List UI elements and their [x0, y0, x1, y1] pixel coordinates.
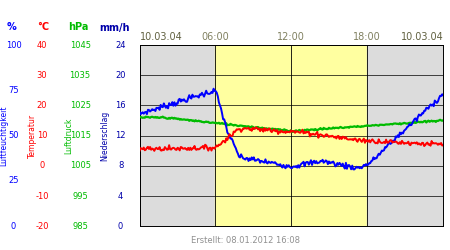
- Text: Niederschlag: Niederschlag: [100, 110, 109, 161]
- Text: 1015: 1015: [70, 131, 90, 140]
- Text: Erstellt: 08.01.2012 16:08: Erstellt: 08.01.2012 16:08: [191, 236, 300, 245]
- Text: 50: 50: [8, 131, 19, 140]
- Text: -10: -10: [35, 192, 49, 200]
- Text: 4: 4: [118, 192, 123, 200]
- Text: Luftfeuchtigkeit: Luftfeuchtigkeit: [0, 106, 8, 166]
- Text: 20: 20: [115, 71, 126, 80]
- Text: 10: 10: [36, 131, 47, 140]
- Text: °C: °C: [37, 22, 49, 32]
- Text: 24: 24: [115, 40, 126, 50]
- Text: 10.03.04: 10.03.04: [400, 32, 443, 42]
- Text: 985: 985: [72, 222, 88, 231]
- Bar: [367, 45, 443, 226]
- Text: 0: 0: [118, 222, 123, 231]
- Text: %: %: [6, 22, 16, 32]
- Bar: [140, 45, 216, 226]
- Text: 100: 100: [5, 40, 22, 50]
- Text: 30: 30: [36, 71, 47, 80]
- Text: 20: 20: [36, 101, 47, 110]
- Text: 12:00: 12:00: [278, 32, 305, 42]
- Text: 995: 995: [72, 192, 88, 200]
- Text: 12: 12: [115, 131, 126, 140]
- Text: mm/h: mm/h: [99, 22, 130, 32]
- Text: 75: 75: [8, 86, 19, 95]
- Text: 0: 0: [39, 161, 45, 170]
- Text: 1005: 1005: [70, 161, 90, 170]
- Text: 40: 40: [36, 40, 47, 50]
- Text: 8: 8: [118, 161, 123, 170]
- Text: Temperatur: Temperatur: [28, 114, 37, 158]
- Bar: [216, 45, 367, 226]
- Text: 25: 25: [8, 176, 19, 186]
- Text: 1035: 1035: [70, 71, 90, 80]
- Text: 06:00: 06:00: [202, 32, 230, 42]
- Text: hPa: hPa: [68, 22, 89, 32]
- Text: 0: 0: [11, 222, 16, 231]
- Text: Luftdruck: Luftdruck: [64, 118, 73, 154]
- Text: 1025: 1025: [70, 101, 90, 110]
- Text: 16: 16: [115, 101, 126, 110]
- Text: 18:00: 18:00: [353, 32, 381, 42]
- Text: 10.03.04: 10.03.04: [140, 32, 182, 42]
- Text: -20: -20: [35, 222, 49, 231]
- Text: 1045: 1045: [70, 40, 90, 50]
